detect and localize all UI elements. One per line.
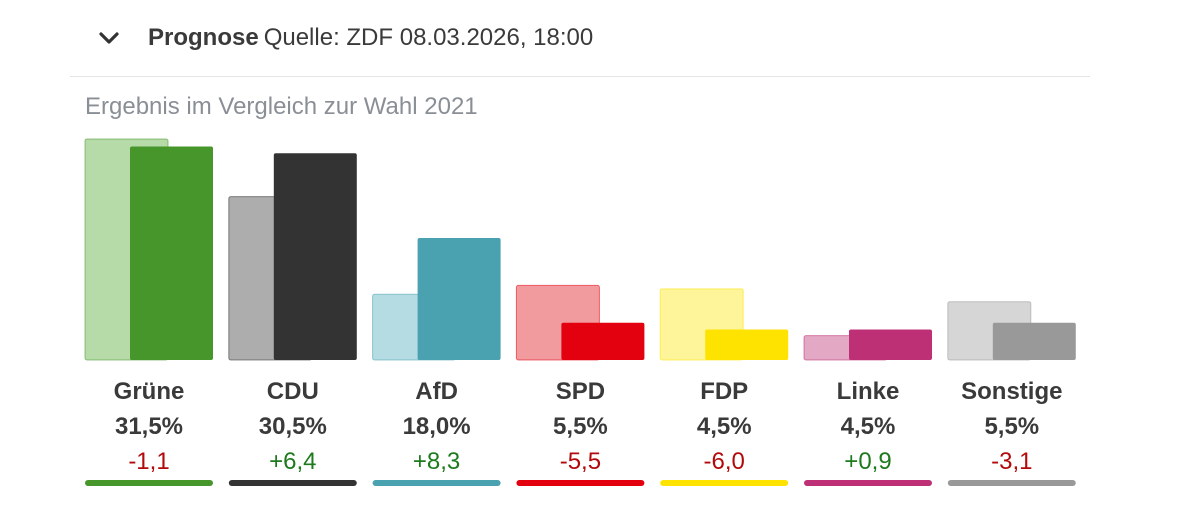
party-color-bar-linke xyxy=(804,480,932,486)
diff-label-fdp: -6,0 xyxy=(704,448,745,475)
value-label-sonstige: 5,5% xyxy=(984,413,1039,440)
value-label-afd: 18,0% xyxy=(403,413,471,440)
diff-label-afd: +8,3 xyxy=(413,448,460,475)
party-color-bar-cdu xyxy=(228,480,357,486)
diff-label-cdu: +6,4 xyxy=(269,448,316,475)
chevron-down-icon[interactable] xyxy=(96,25,122,51)
party-label-linke: Linke xyxy=(837,378,900,405)
party-color-bar-fdp xyxy=(660,480,789,486)
party-label-afd: AfD xyxy=(415,378,458,405)
diff-label-sonstige: -3,1 xyxy=(991,448,1032,475)
bar-current-spd xyxy=(561,322,645,360)
value-label-cdu: 30,5% xyxy=(259,413,327,440)
bar-current-linke xyxy=(849,329,932,360)
value-label-gruene: 31,5% xyxy=(115,413,183,440)
header: Prognose Quelle: ZDF 08.03.2026, 18:00 xyxy=(96,18,593,58)
party-color-bar-spd xyxy=(516,480,645,486)
party-color-bar-sonstige xyxy=(947,480,1076,486)
party-label-cdu: CDU xyxy=(267,378,319,405)
party-label-sonstige: Sonstige xyxy=(961,378,1062,405)
bar-current-cdu xyxy=(273,153,357,360)
value-label-linke: 4,5% xyxy=(841,413,896,440)
party-label-fdp: FDP xyxy=(700,378,748,405)
party-label-gruene: Grüne xyxy=(114,378,185,405)
header-title[interactable]: Prognose xyxy=(148,24,259,51)
header-source: Quelle: ZDF 08.03.2026, 18:00 xyxy=(263,24,594,51)
diff-label-linke: +0,9 xyxy=(844,448,891,475)
bar-current-fdp xyxy=(705,329,789,360)
divider xyxy=(70,76,1090,77)
bar-current-sonstige xyxy=(992,322,1076,360)
diff-label-spd: -5,5 xyxy=(560,448,601,475)
bar-current-afd xyxy=(417,237,501,360)
chart-title: Ergebnis im Vergleich zur Wahl 2021 xyxy=(85,93,478,120)
value-label-spd: 5,5% xyxy=(553,413,608,440)
party-color-bar-gruene xyxy=(85,480,213,486)
party-label-spd: SPD xyxy=(556,378,605,405)
party-color-bar-afd xyxy=(372,480,501,486)
value-label-fdp: 4,5% xyxy=(697,413,752,440)
diff-label-gruene: -1,1 xyxy=(128,448,169,475)
bar-current-gruene xyxy=(130,146,213,360)
